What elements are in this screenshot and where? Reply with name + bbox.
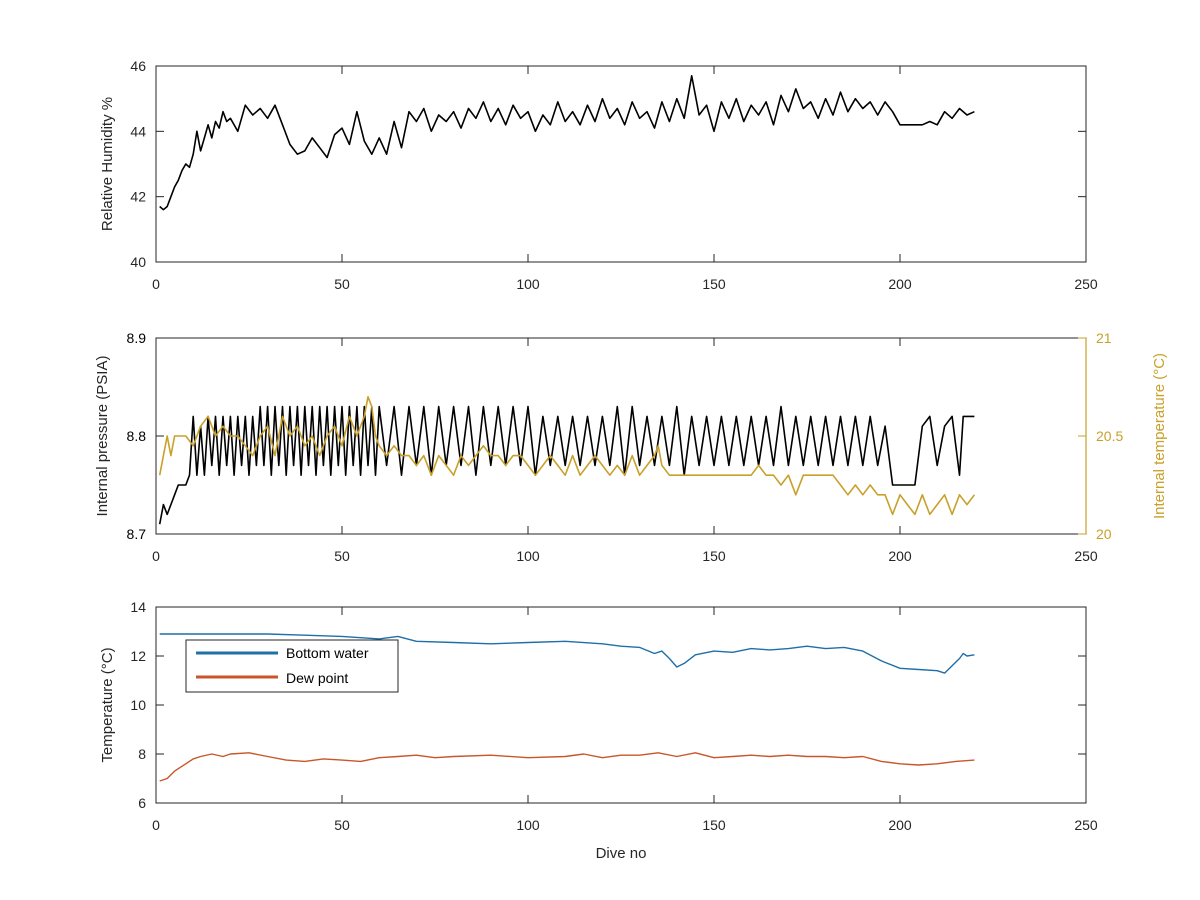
x-tick-label: 250 — [1074, 817, 1098, 833]
y-axis-label-right: Internal temperature (°C) — [1151, 353, 1168, 519]
y-tick-label: 44 — [130, 123, 146, 139]
y-tick-label: 10 — [130, 697, 146, 713]
x-tick-label: 150 — [702, 817, 726, 833]
tick-labels: 0 50 100 150 200 250 8.7 8.8 8.9 20 20.5 21 — [127, 330, 1124, 564]
x-tick-label: 150 — [702, 276, 726, 292]
series-lines — [158, 396, 976, 525]
x-tick-label: 0 — [152, 817, 160, 833]
tick-marks — [155, 65, 1087, 263]
y-right-tick-label: 20.5 — [1096, 428, 1123, 444]
x-tick-label: 100 — [516, 276, 540, 292]
tick-marks — [155, 337, 1087, 535]
y-tick-label: 42 — [130, 189, 146, 205]
legend-box — [185, 639, 399, 693]
y-axis-label: Temperature (°C) — [99, 647, 116, 762]
legend-label-bottom-water: Bottom water — [286, 645, 369, 661]
tick-labels: 0 50 100 150 200 250 6 8 10 12 14 — [130, 599, 1097, 833]
x-tick-label: 250 — [1074, 548, 1098, 564]
y-axis-label-left: Internal pressure (PSIA) — [94, 356, 111, 517]
y-right-tick-label: 21 — [1096, 330, 1112, 346]
temperature-panel: 0 50 100 150 200 250 6 8 10 12 14 Temperature (°C)… — [99, 599, 1098, 862]
internal-temperature-line — [158, 396, 976, 516]
pressure-temperature-panel: 0 50 100 150 200 250 8.7 8.8 8.9 20 20.5 21 Interna… — [94, 330, 1168, 564]
x-tick-label: 250 — [1074, 276, 1098, 292]
x-axis-label: Dive no — [596, 845, 647, 862]
x-tick-label: 50 — [334, 548, 350, 564]
y-right-tick-label: 20 — [1096, 526, 1112, 542]
relative-humidity-line — [159, 75, 975, 211]
x-tick-label: 100 — [516, 548, 540, 564]
y-tick-label: 14 — [130, 599, 146, 615]
plot-frame — [155, 606, 1087, 804]
x-tick-label: 200 — [888, 548, 912, 564]
legend-label-dew-point: Dew point — [286, 670, 348, 686]
x-tick-label: 200 — [888, 276, 912, 292]
y-tick-label: 8.8 — [127, 428, 147, 444]
y-tick-label: 40 — [130, 254, 146, 270]
y-axis-label: Relative Humidity % — [99, 97, 116, 231]
y-tick-label: 6 — [138, 795, 146, 811]
legend: Bottom water Dew point — [185, 639, 399, 693]
tick-labels: 0 50 100 150 200 250 40 42 44 46 — [130, 58, 1097, 292]
y-tick-label: 12 — [130, 648, 146, 664]
x-tick-label: 0 — [152, 548, 160, 564]
humidity-panel: 0 50 100 150 200 250 40 42 44 46 Relative Humidit… — [99, 58, 1098, 292]
bottom-water-line — [159, 633, 975, 674]
series-lines — [159, 633, 975, 782]
x-tick-label: 150 — [702, 548, 726, 564]
y-tick-label: 46 — [130, 58, 146, 74]
x-tick-label: 50 — [334, 817, 350, 833]
internal-pressure-line — [158, 405, 975, 525]
x-tick-label: 100 — [516, 817, 540, 833]
y-tick-label: 8.7 — [127, 526, 147, 542]
plot-frame — [155, 65, 1087, 263]
series-lines — [159, 75, 975, 211]
y-tick-label: 8 — [138, 746, 146, 762]
x-tick-label: 200 — [888, 817, 912, 833]
x-tick-label: 0 — [152, 276, 160, 292]
y-tick-label: 8.9 — [127, 330, 147, 346]
tick-marks — [155, 606, 1087, 804]
x-tick-label: 50 — [334, 276, 350, 292]
dew-point-line — [159, 752, 975, 782]
